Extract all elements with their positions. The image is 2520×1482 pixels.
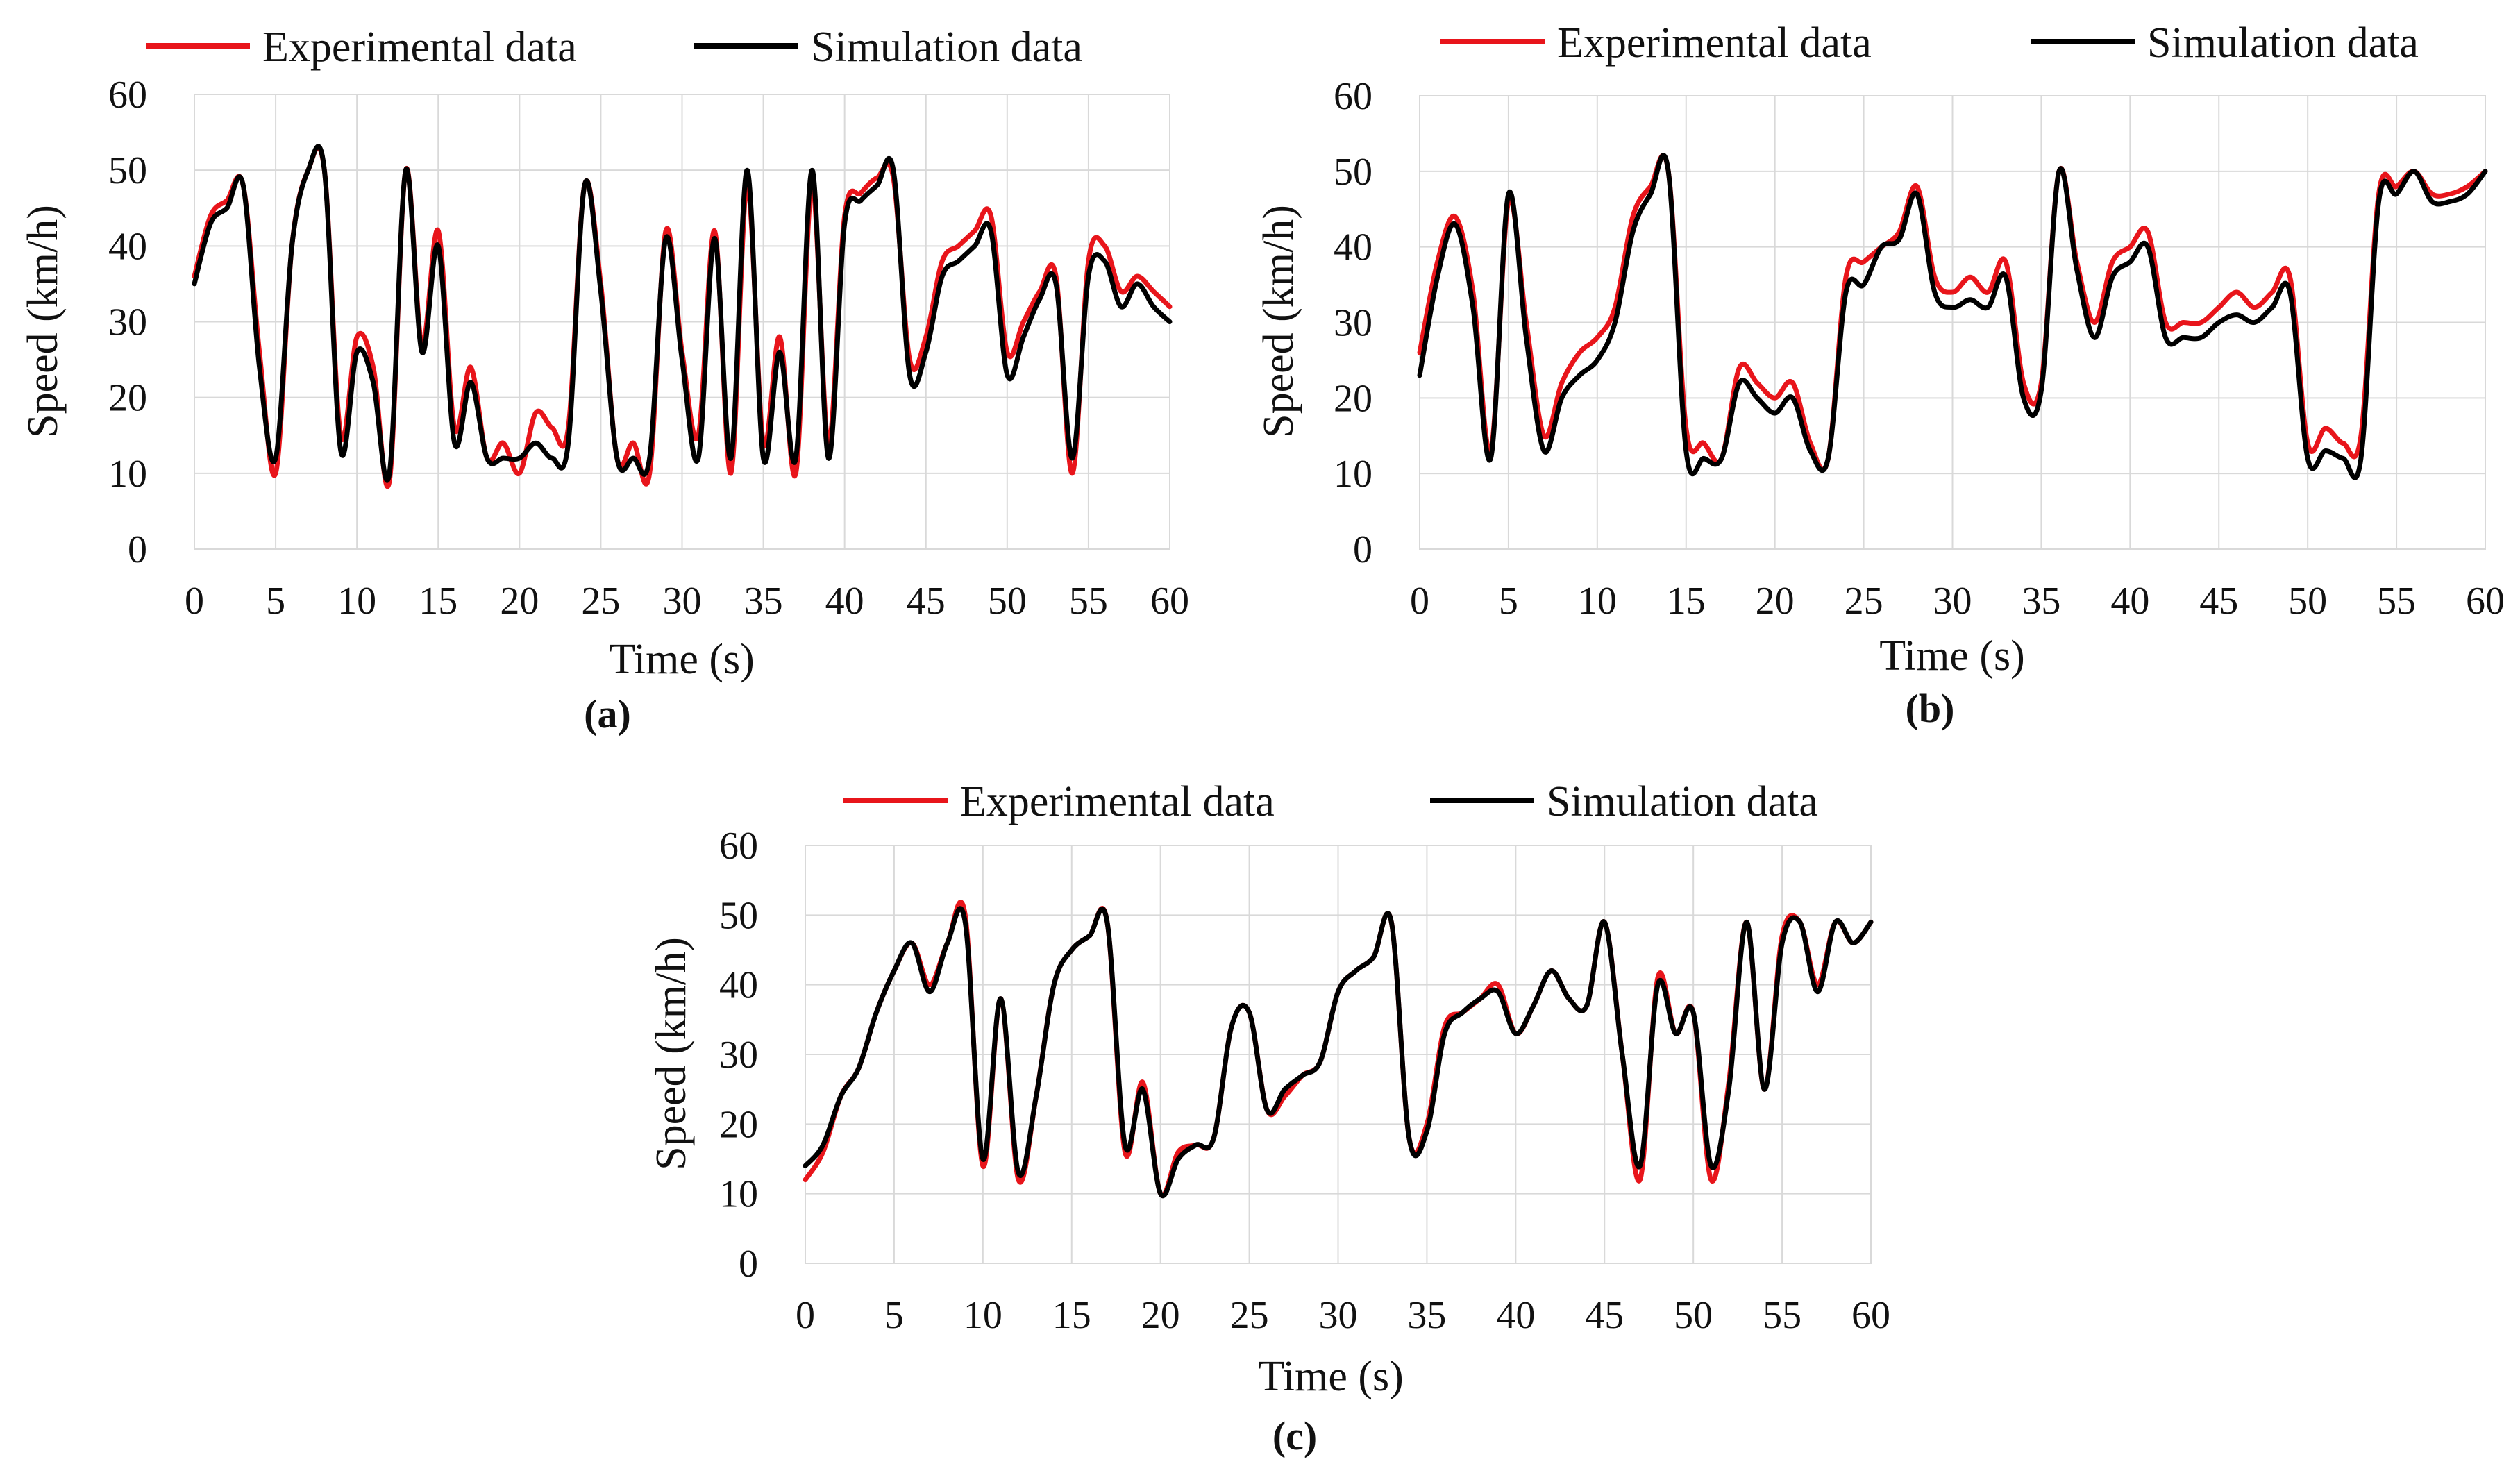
x-tick-label: 25 bbox=[581, 580, 620, 623]
chart-b: 0 10 20 30 40 50 60 0 5 10 15 20 25 30 35 40 45 50 55 60 Exp… bbox=[1255, 19, 2505, 731]
x-tick-label: 15 bbox=[1667, 580, 1706, 623]
x-tick-label: 35 bbox=[2022, 580, 2060, 623]
legend-entry: Simulation data bbox=[2147, 19, 2419, 67]
x-tick-label: 60 bbox=[2466, 580, 2505, 623]
y-tick-label: 20 bbox=[719, 1103, 758, 1146]
y-tick-label: 50 bbox=[1334, 151, 1372, 194]
y-tick-label: 20 bbox=[1334, 377, 1372, 420]
chart-a: 0 10 20 30 40 50 60 0 5 10 15 20 25 30 35 40 45 50 55 60 Exp… bbox=[19, 24, 1189, 736]
y-tick-label: 30 bbox=[1334, 302, 1372, 345]
x-tick-label: 15 bbox=[419, 580, 457, 623]
legend-entry: Experimental data bbox=[1557, 19, 1872, 67]
x-tick-label: 55 bbox=[2377, 580, 2416, 623]
x-tick-label: 10 bbox=[964, 1294, 1002, 1337]
x-axis-title: Time (s) bbox=[609, 636, 755, 683]
y-tick-label: 50 bbox=[719, 894, 758, 937]
legend-entry: Experimental data bbox=[262, 24, 577, 71]
x-tick-label: 50 bbox=[988, 580, 1027, 623]
legend-entry: Experimental data bbox=[960, 778, 1275, 825]
y-tick-label: 60 bbox=[108, 74, 147, 117]
plot-frame bbox=[1419, 95, 2486, 550]
x-tick-label: 0 bbox=[796, 1294, 815, 1337]
y-tick-label: 30 bbox=[108, 301, 147, 344]
x-tick-label: 0 bbox=[185, 580, 204, 623]
x-tick-label: 15 bbox=[1052, 1294, 1091, 1337]
x-tick-label: 5 bbox=[884, 1294, 904, 1337]
x-tick-label: 0 bbox=[1410, 580, 1429, 623]
y-tick-label: 0 bbox=[128, 528, 147, 571]
panel-label: (b) bbox=[1906, 686, 1955, 731]
panel-label: (a) bbox=[584, 691, 631, 736]
y-tick-label: 40 bbox=[1334, 226, 1372, 269]
x-tick-label: 45 bbox=[907, 580, 946, 623]
y-tick-label: 40 bbox=[108, 225, 147, 268]
x-axis-title: Time (s) bbox=[1258, 1353, 1404, 1400]
x-tick-label: 10 bbox=[337, 580, 376, 623]
x-tick-label: 5 bbox=[1499, 580, 1518, 623]
x-tick-label: 55 bbox=[1763, 1294, 1801, 1337]
legend-entry: Simulation data bbox=[811, 24, 1082, 71]
x-tick-label: 60 bbox=[1851, 1294, 1890, 1337]
simulation-data-line bbox=[192, 144, 1173, 483]
y-tick-label: 30 bbox=[719, 1034, 758, 1077]
y-axis-title: Speed (km/h) bbox=[19, 205, 67, 438]
y-tick-label: 0 bbox=[1353, 528, 1372, 571]
x-axis-title: Time (s) bbox=[1879, 632, 2025, 680]
x-tick-label: 40 bbox=[1496, 1294, 1535, 1337]
x-tick-label: 60 bbox=[1150, 580, 1189, 623]
x-tick-label: 35 bbox=[1407, 1294, 1446, 1337]
x-tick-label: 40 bbox=[2110, 580, 2149, 623]
chart-c: 0 10 20 30 40 50 60 0 5 10 15 20 25 30 35 40 45 50 55 60 Exp… bbox=[648, 778, 1890, 1458]
x-tick-label: 50 bbox=[2288, 580, 2327, 623]
x-tick-label: 5 bbox=[266, 580, 285, 623]
x-tick-label: 40 bbox=[825, 580, 864, 623]
y-tick-label: 10 bbox=[1334, 453, 1372, 496]
x-tick-label: 35 bbox=[744, 580, 783, 623]
x-tick-label: 20 bbox=[1141, 1294, 1180, 1337]
y-axis-title: Speed (km/h) bbox=[648, 937, 695, 1170]
y-tick-label: 50 bbox=[108, 149, 147, 192]
y-tick-label: 60 bbox=[719, 825, 758, 868]
x-tick-label: 55 bbox=[1069, 580, 1108, 623]
x-tick-label: 50 bbox=[1674, 1294, 1713, 1337]
y-tick-label: 10 bbox=[719, 1173, 758, 1216]
x-tick-label: 30 bbox=[1319, 1294, 1358, 1337]
x-tick-label: 20 bbox=[500, 580, 539, 623]
y-tick-label: 0 bbox=[739, 1243, 758, 1286]
x-tick-label: 30 bbox=[1933, 580, 1972, 623]
legend-entry: Simulation data bbox=[1547, 778, 1818, 825]
simulation-data-line bbox=[1417, 153, 2488, 480]
x-tick-label: 45 bbox=[2199, 580, 2238, 623]
x-tick-label: 45 bbox=[1585, 1294, 1624, 1337]
simulation-data-line bbox=[803, 906, 1874, 1199]
y-tick-label: 60 bbox=[1334, 75, 1372, 118]
x-tick-label: 20 bbox=[1756, 580, 1795, 623]
x-tick-label: 30 bbox=[663, 580, 702, 623]
y-axis-title: Speed (km/h) bbox=[1255, 205, 1302, 438]
x-tick-label: 10 bbox=[1578, 580, 1617, 623]
y-tick-label: 40 bbox=[719, 964, 758, 1007]
y-tick-label: 20 bbox=[108, 377, 147, 420]
y-tick-label: 10 bbox=[108, 453, 147, 496]
plot-frame bbox=[805, 845, 1872, 1264]
x-tick-label: 25 bbox=[1230, 1294, 1269, 1337]
panel-label: (c) bbox=[1272, 1413, 1317, 1458]
x-tick-label: 25 bbox=[1845, 580, 1883, 623]
